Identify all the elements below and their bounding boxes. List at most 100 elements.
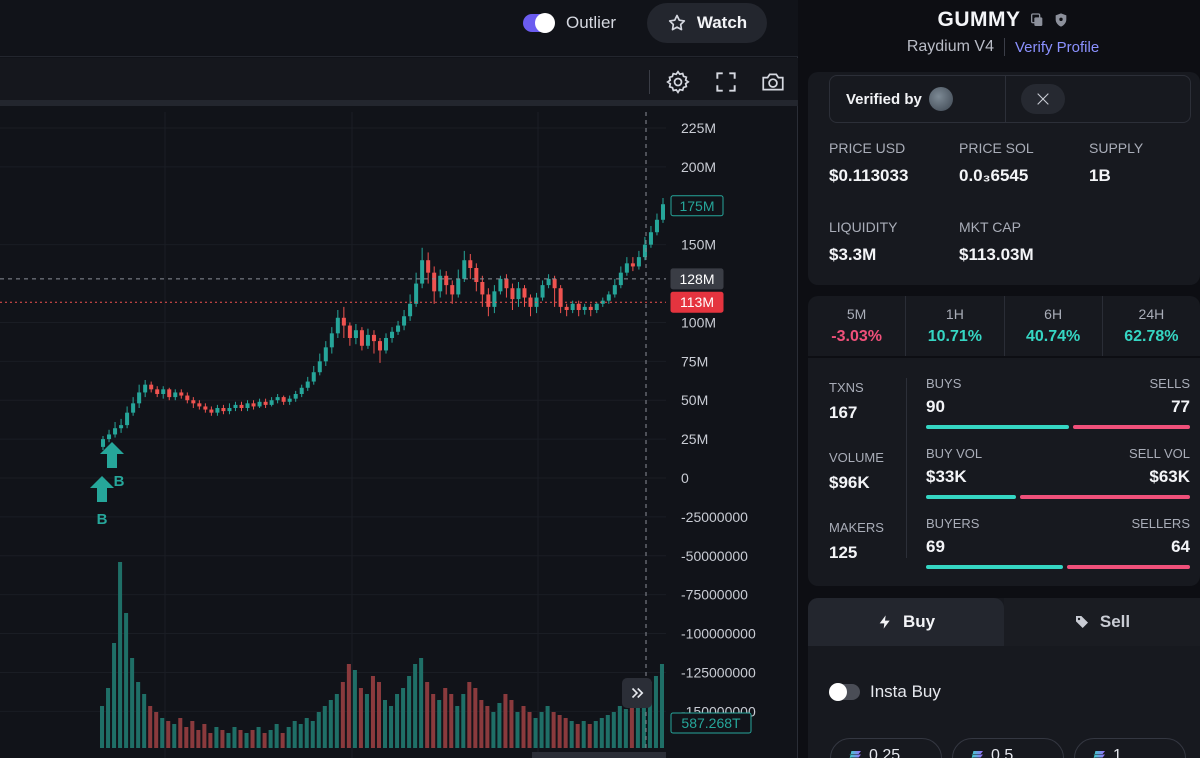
volume-bar (485, 706, 490, 748)
volume-bar (497, 703, 502, 748)
candle-body (390, 331, 395, 338)
volume-bar (340, 682, 345, 748)
x-social-button[interactable] (1021, 84, 1065, 114)
amount-preset-button[interactable]: 0.5 (952, 738, 1064, 758)
price-axis-tick-label: 225M (681, 120, 716, 136)
volume-bar (226, 733, 231, 748)
price-chart-canvas[interactable]: 225M 200M 150M 100M 75M 50M 25M 0 -25000000 -5000… (0, 112, 798, 758)
verified-by[interactable]: Verified by (830, 76, 1006, 122)
price-chart[interactable]: 225M 200M 150M 100M 75M 50M 25M 0 -25000000 -5000… (0, 112, 798, 758)
tab-6h[interactable]: 6H 40.74% (1005, 296, 1103, 356)
liquidity-value: $3.3M (829, 245, 877, 264)
outlier-toggle-group[interactable]: Outlier (523, 13, 616, 33)
volume-bar (383, 700, 388, 748)
txns-label: TXNS (829, 380, 864, 395)
sell-vol-label: SELL VOL (1129, 446, 1190, 461)
candle-body (414, 283, 419, 304)
candle-body (648, 232, 653, 245)
copy-icon[interactable] (1029, 12, 1045, 28)
tab-24h-label: 24H (1138, 306, 1165, 322)
volume-bar (148, 706, 153, 748)
tab-24h-change: 62.78% (1124, 328, 1179, 345)
candle-body (329, 333, 334, 348)
volume-bar (244, 733, 249, 748)
buy-vol-label: BUY VOL (926, 446, 983, 461)
verify-profile-link[interactable]: Verify Profile (1014, 38, 1100, 56)
volume-bar (136, 682, 141, 748)
insta-buy-toggle[interactable] (829, 683, 860, 701)
tab-sell[interactable]: Sell (1004, 598, 1200, 646)
volume-bar (250, 730, 255, 748)
makers-stat: MAKERS 125 (829, 520, 884, 563)
volume-bar (238, 730, 243, 748)
tab-1h-change: 10.71% (927, 328, 982, 345)
candle-body (311, 372, 316, 382)
txns-value: 167 (829, 403, 858, 422)
activity-divider (906, 378, 907, 558)
sells-value: 77 (1171, 397, 1190, 416)
candle-body (498, 278, 503, 292)
volume-bar (533, 718, 538, 748)
candle-body (594, 303, 599, 310)
toolbar-divider (649, 70, 650, 94)
tab-24h[interactable]: 24H 62.78% (1103, 296, 1200, 356)
candle-body (510, 288, 515, 300)
outlier-toggle[interactable] (523, 13, 555, 33)
scroll-to-latest-button[interactable] (622, 678, 652, 708)
candle-body (420, 260, 425, 284)
tab-1h[interactable]: 1H 10.71% (906, 296, 1005, 356)
volume-bar (635, 694, 640, 748)
candle-body (630, 263, 635, 267)
buys-value: 90 (926, 397, 945, 416)
volume-bar (659, 664, 664, 748)
mktcap-stat: MKT CAP $113.03M (959, 219, 1034, 265)
liquidity-stat: LIQUIDITY $3.3M (829, 219, 897, 265)
supply-label: SUPPLY (1089, 140, 1144, 156)
candle-body (660, 204, 665, 220)
txns-stat: TXNS 167 (829, 380, 864, 423)
tab-5m[interactable]: 5M -3.03% (808, 296, 907, 356)
sellers-bar (1067, 565, 1190, 569)
tab-buy[interactable]: Buy (808, 598, 1004, 646)
amount-preset-button[interactable]: 1 (1074, 738, 1186, 758)
buyers-sellers-block: BUYERS SELLERS 69 64 (926, 516, 1190, 569)
tab-5m-label: 5M (846, 306, 867, 322)
chart-settings-button[interactable] (665, 69, 691, 95)
sellers-label: SELLERS (1131, 516, 1190, 531)
fullscreen-button[interactable] (713, 69, 739, 95)
verifier-avatar[interactable] (928, 87, 953, 111)
subtitle-divider (1003, 38, 1005, 56)
candle-body (618, 272, 623, 286)
candle-body (384, 338, 389, 351)
fullscreen-icon (716, 72, 736, 92)
amount-preset-button[interactable]: 0.25 (830, 738, 942, 758)
insta-buy-row[interactable]: Insta Buy (829, 682, 941, 702)
chart-scrollbar (532, 752, 666, 758)
volume-bar (310, 721, 315, 748)
mktcap-label: MKT CAP (959, 219, 1021, 235)
candle-body (377, 341, 382, 351)
candle-body (257, 401, 262, 407)
volume-label: VOLUME (829, 450, 884, 465)
candle-body (612, 285, 617, 295)
chart-toolbar (0, 58, 798, 106)
volume-bar (118, 562, 123, 748)
mktcap-value: $113.03M (959, 245, 1034, 264)
price-axis-tick-label: -125000000 (681, 664, 756, 680)
trade-tabs: Buy Sell (808, 598, 1200, 646)
watch-button[interactable]: Watch (647, 3, 767, 43)
candle-body (185, 395, 190, 401)
price-axis-tick-label: 0 (681, 470, 689, 486)
buy-vol-bar (926, 495, 1016, 499)
volume-bar (389, 706, 394, 748)
candle-body (486, 294, 491, 307)
volume-bar (623, 709, 628, 748)
candle-body (371, 334, 376, 342)
volume-bar (509, 700, 514, 748)
volume-bar (569, 721, 574, 748)
amount-presets: 0.25 0.5 1 (830, 738, 1186, 758)
dex-name: Raydium V4 (906, 38, 994, 55)
candle-body (570, 303, 575, 310)
buyers-sellers-bar (926, 565, 1190, 569)
screenshot-button[interactable] (760, 69, 786, 95)
